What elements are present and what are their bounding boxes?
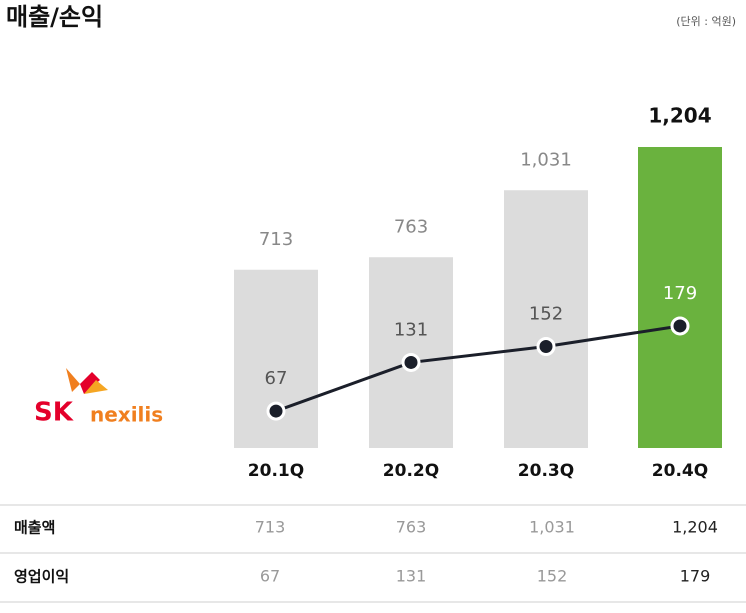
bar-value-label: 713 bbox=[259, 229, 293, 250]
line-value-label: 131 bbox=[394, 319, 428, 340]
x-tick-label: 20.3Q bbox=[518, 461, 574, 481]
bar-value-label: 1,204 bbox=[648, 104, 711, 128]
bar bbox=[369, 257, 453, 448]
line-value-label: 179 bbox=[663, 283, 697, 304]
bar bbox=[504, 190, 588, 448]
line-marker bbox=[401, 352, 421, 372]
x-tick-label: 20.4Q bbox=[652, 461, 708, 481]
table-cell: 763 bbox=[396, 518, 427, 537]
logo-wing bbox=[80, 372, 100, 394]
logo-brand: SK bbox=[34, 398, 74, 428]
bar bbox=[638, 147, 722, 448]
table-row-header: 매출액 bbox=[14, 519, 55, 537]
chart-title: 매출/손익 bbox=[6, 3, 103, 31]
line-marker bbox=[536, 336, 556, 356]
bar-value-label: 1,031 bbox=[520, 149, 572, 170]
table-row-header: 영업이익 bbox=[14, 568, 69, 586]
x-tick-label: 20.2Q bbox=[383, 461, 439, 481]
x-tick-label: 20.1Q bbox=[248, 461, 304, 481]
table-cell: 179 bbox=[680, 567, 711, 586]
line-value-label: 152 bbox=[529, 303, 563, 324]
table-cell: 67 bbox=[260, 567, 280, 586]
bar bbox=[234, 269, 318, 448]
unit-note: (단위 : 억원) bbox=[676, 15, 736, 28]
table-cell: 131 bbox=[396, 567, 427, 586]
logo-wing bbox=[66, 368, 80, 392]
table-cell: 1,204 bbox=[672, 518, 718, 537]
bar-value-label: 763 bbox=[394, 216, 428, 237]
logo: SK nexilis bbox=[34, 368, 163, 428]
line-marker bbox=[670, 316, 690, 336]
logo-wing bbox=[84, 380, 108, 394]
table-cell: 152 bbox=[537, 567, 568, 586]
line-series bbox=[275, 324, 681, 413]
table-cell: 1,031 bbox=[529, 518, 575, 537]
table-cell: 713 bbox=[255, 518, 286, 537]
line-marker bbox=[266, 401, 286, 421]
line-value-label: 67 bbox=[265, 368, 288, 389]
logo-name: nexilis bbox=[90, 403, 163, 427]
